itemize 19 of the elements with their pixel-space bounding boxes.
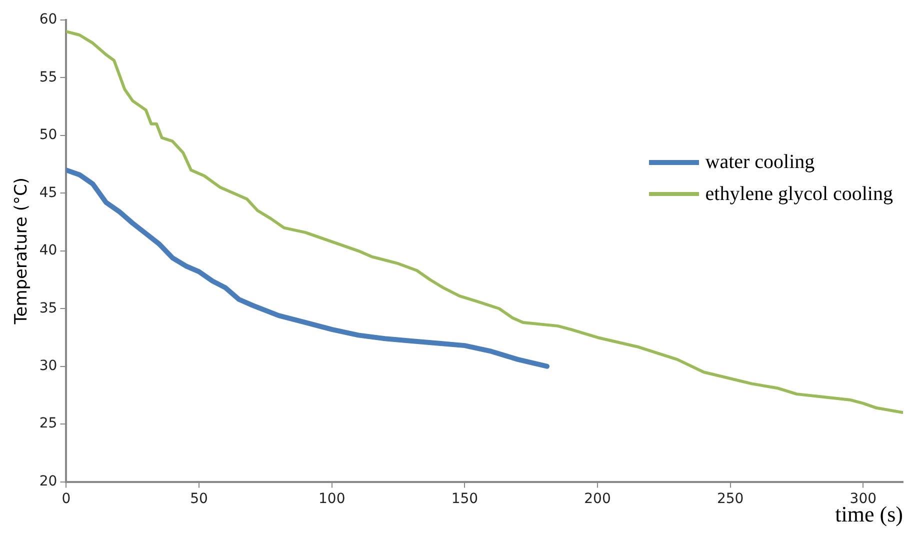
y-tick-label: 45 <box>39 184 58 201</box>
y-tick-label: 20 <box>39 473 58 490</box>
x-tick-label: 100 <box>318 490 346 507</box>
y-tick-label: 25 <box>39 416 58 432</box>
y-tick-label: 55 <box>39 69 58 86</box>
x-tick-label: 200 <box>584 490 611 507</box>
x-tick-label: 250 <box>716 490 744 507</box>
y-tick-label: 30 <box>39 358 58 374</box>
y-tick-label: 60 <box>39 12 58 28</box>
y-tick-label: 40 <box>39 242 58 259</box>
y-axis-title: Temperature (°C) <box>12 178 32 326</box>
legend-label: ethylene glycol cooling <box>705 182 893 206</box>
x-tick-label: 300 <box>850 490 877 507</box>
y-tick-label: 35 <box>39 300 58 316</box>
x-tick-label: 150 <box>451 490 478 507</box>
legend-label: water cooling <box>705 150 815 174</box>
x-tick-label: 0 <box>62 490 71 507</box>
y-tick-label: 50 <box>39 127 58 144</box>
x-tick-label: 50 <box>190 490 208 507</box>
